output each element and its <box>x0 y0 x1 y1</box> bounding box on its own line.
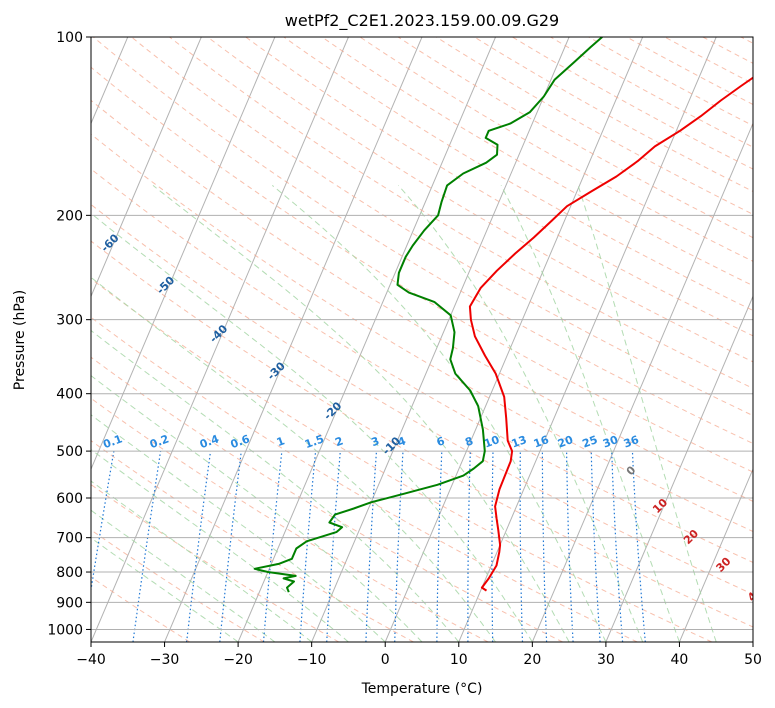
isotherm-line <box>678 467 753 642</box>
mixing-ratio-line <box>186 451 212 642</box>
background-lines <box>91 37 753 642</box>
y-tick-label: 900 <box>56 595 83 611</box>
mixing-ratio-label: 30 <box>601 433 620 451</box>
isotherm-line <box>531 122 753 642</box>
mixing-ratio-label: 20 <box>556 433 575 451</box>
x-tick-label: 40 <box>671 652 689 668</box>
y-tick-label: 200 <box>56 208 83 224</box>
dry-adiabat-line <box>169 37 753 389</box>
isotherm-line <box>384 37 644 642</box>
y-tick-label: 800 <box>56 565 83 581</box>
y-axis-label: Pressure (hPa) <box>12 290 28 390</box>
dry-adiabat-line <box>91 316 638 642</box>
x-tick-label: 20 <box>523 652 541 668</box>
moist-adiabat-line <box>271 185 607 642</box>
moist-adiabat-line <box>91 375 423 642</box>
moist-adiabat-line <box>91 509 276 642</box>
x-tick-label: −40 <box>76 652 106 668</box>
temperature-profile-line <box>468 76 753 592</box>
y-tick-label: 500 <box>56 444 83 460</box>
dry-adiabat-line <box>359 37 753 262</box>
x-tick-label: −20 <box>223 652 253 668</box>
plot-frame <box>90 36 754 643</box>
dry-adiabat-line <box>474 37 753 193</box>
x-tick-label: 10 <box>450 652 468 668</box>
mixing-ratio-label: 0.4 <box>198 432 221 451</box>
dry-adiabat-line <box>91 66 753 473</box>
dry-adiabat-line <box>91 278 713 642</box>
mixing-ratio-label: 8 <box>463 434 475 449</box>
mixing-ratio-label: 0.6 <box>229 432 252 451</box>
dry-adiabat-line <box>435 37 753 215</box>
moist-adiabat-line <box>91 276 496 642</box>
moist-adiabat-line <box>577 185 717 642</box>
x-axis: −40 −30 −20 −10 0 10 20 30 40 50 <box>76 642 762 668</box>
mixing-ratio-label: 1 <box>275 434 287 449</box>
dry-adiabat-line <box>91 133 753 533</box>
dry-adiabat-line <box>131 37 753 417</box>
mixing-ratio-label: 13 <box>510 433 529 450</box>
reference-line-labels: 0.10.20.40.611.52346810131620253036-100-… <box>98 231 765 604</box>
mixing-ratio-label: 25 <box>581 433 600 450</box>
isotherm-line <box>91 37 276 471</box>
y-tick-label: 100 <box>56 30 83 46</box>
isotherm-line <box>164 37 423 642</box>
mixing-ratio-line <box>262 451 283 642</box>
isotherm-line <box>237 37 497 642</box>
dewpoint-profile-line <box>253 37 603 593</box>
profile-lines <box>253 37 753 593</box>
dry-adiabat-line <box>91 240 753 628</box>
mixing-ratio-line <box>299 451 317 642</box>
y-tick-label: 400 <box>56 387 83 403</box>
mixing-ratio-label: 1.5 <box>303 432 326 451</box>
mixing-ratio-label: 16 <box>532 433 551 451</box>
mixing-ratio-label: 6 <box>435 434 447 449</box>
mixing-ratio-line <box>219 451 242 642</box>
isotherm-line <box>605 295 753 642</box>
x-tick-label: 50 <box>744 652 762 668</box>
moist-adiabat-line <box>91 480 313 642</box>
y-tick-label: 1000 <box>47 622 83 638</box>
mixing-ratio-line <box>132 451 162 642</box>
moist-adiabat-line <box>152 185 570 642</box>
isotherm-line <box>91 37 202 298</box>
mixing-ratio-label: 36 <box>622 433 641 451</box>
mixing-ratio-label: 4 <box>396 434 408 449</box>
mixing-ratio-label: 2 <box>333 434 345 449</box>
dry-adiabat-line <box>550 37 753 148</box>
x-tick-label: −30 <box>150 652 180 668</box>
moist-adiabat-line <box>500 185 680 642</box>
x-tick-label: −10 <box>297 652 327 668</box>
chart-title: wetPf2_C2E1.2023.159.00.09.G29 <box>285 11 559 31</box>
dry-adiabat-line <box>92 37 753 444</box>
mixing-ratio-line <box>91 450 115 594</box>
x-tick-label: 0 <box>381 652 390 668</box>
mixing-ratio-label: 3 <box>369 434 381 449</box>
dry-adiabat-line <box>91 99 753 502</box>
moist-adiabat-line <box>91 212 533 642</box>
isotherm-line <box>458 37 717 642</box>
moist-adiabat-line <box>91 329 460 642</box>
dry-adiabat-line <box>91 440 414 642</box>
moist-adiabat-line <box>91 414 386 642</box>
mixing-ratio-label: 0.1 <box>101 432 124 451</box>
y-tick-label: 600 <box>56 491 83 507</box>
dry-adiabat-line <box>321 37 753 287</box>
mixing-ratio-label: 10 <box>482 433 501 451</box>
moist-adiabat-line <box>398 185 644 642</box>
dry-adiabat-line <box>207 37 753 363</box>
moist-adiabat-line <box>91 448 349 642</box>
x-tick-label: 30 <box>597 652 615 668</box>
x-axis-label: Temperature (°C) <box>361 681 483 697</box>
mixing-ratio-label: 0.2 <box>148 432 171 451</box>
moist-adiabat-label: 40 <box>745 584 765 604</box>
pressure-gridlines <box>91 37 753 630</box>
y-tick-label: 700 <box>56 531 83 547</box>
y-axis: 100 200 300 400 500 600 700 800 900 1000 <box>47 30 91 638</box>
y-tick-label: 300 <box>56 313 83 329</box>
